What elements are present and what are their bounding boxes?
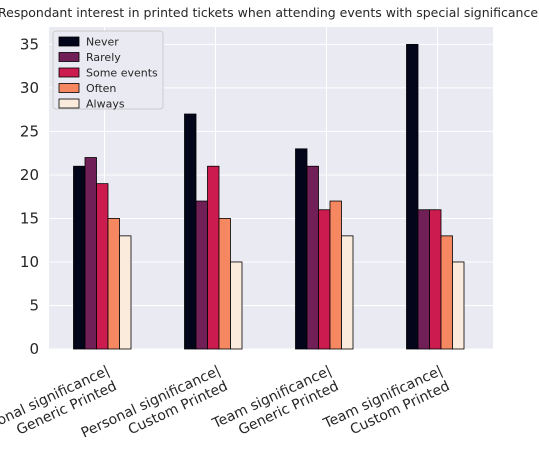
y-tick-label: 30	[20, 79, 39, 97]
chart-title: Respondant interest in printed tickets w…	[0, 5, 539, 20]
legend-swatch	[58, 52, 80, 62]
bar-always	[452, 261, 465, 350]
y-tick-label: 10	[20, 253, 39, 271]
y-tick-label: 25	[20, 122, 39, 140]
bar-often	[440, 235, 453, 350]
bar-never	[406, 44, 419, 350]
bar-never	[73, 165, 86, 350]
legend-swatch	[58, 67, 80, 78]
bar-often	[218, 218, 231, 350]
y-axis: 0 5 10 15 20 25 30 35	[20, 35, 39, 358]
legend: Never Rarely Some events Often Always	[52, 30, 164, 111]
bar-rarely	[195, 200, 208, 350]
bar-some-events	[96, 183, 109, 350]
y-tick-label: 0	[29, 340, 39, 358]
bar-rarely	[417, 209, 430, 350]
y-tick-label: 5	[29, 296, 39, 314]
legend-label: Some events	[86, 67, 158, 80]
legend-box	[52, 30, 164, 110]
legend-label: Often	[86, 82, 116, 95]
bar-never	[295, 148, 308, 350]
legend-swatch	[58, 36, 80, 47]
bar-never	[184, 113, 197, 350]
bar-rarely	[306, 165, 319, 350]
bar-always	[119, 235, 132, 350]
bar-rarely	[84, 157, 97, 350]
bar-some-events	[318, 209, 331, 350]
bar-often	[329, 200, 342, 350]
legend-label: Always	[86, 98, 125, 111]
bar-always	[230, 261, 243, 350]
bar-always	[341, 235, 354, 350]
legend-label: Never	[86, 36, 119, 49]
bar-some-events	[429, 209, 442, 350]
legend-label: Rarely	[86, 51, 121, 64]
y-tick-label: 15	[20, 209, 39, 227]
legend-swatch	[58, 83, 80, 93]
y-tick-label: 35	[20, 35, 39, 53]
bar-some-events	[207, 165, 220, 350]
bars	[73, 44, 465, 350]
bar-often	[107, 218, 120, 350]
legend-swatch	[58, 98, 80, 109]
y-tick-label: 20	[20, 166, 39, 184]
